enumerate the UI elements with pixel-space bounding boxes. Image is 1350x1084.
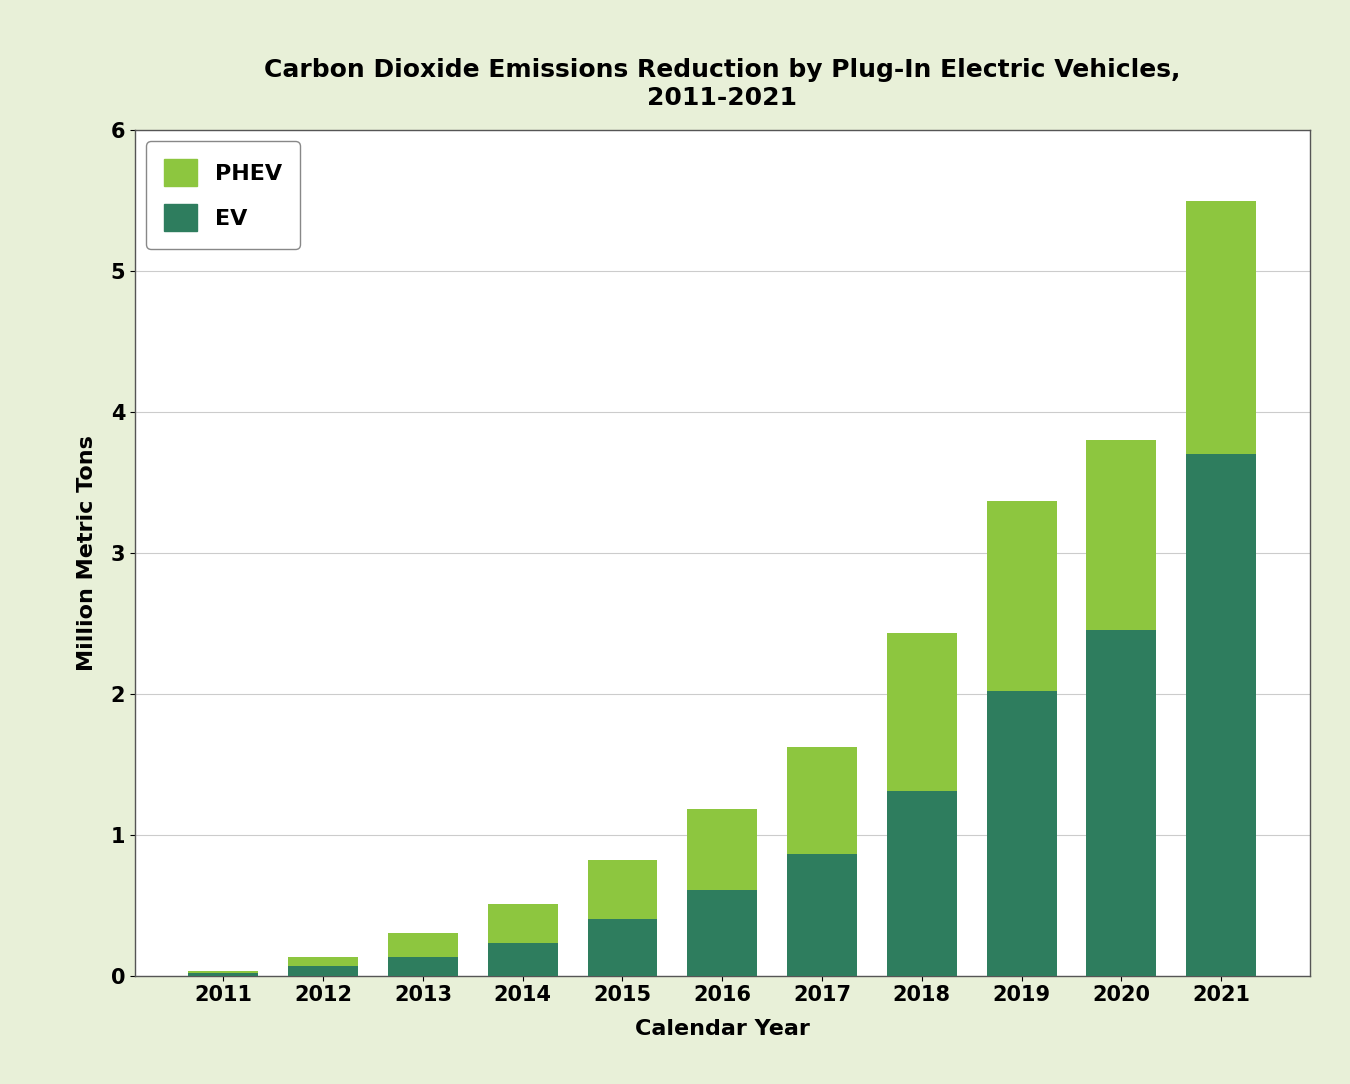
- Bar: [1187, 454, 1256, 976]
- Y-axis label: Million Metric Tons: Million Metric Tons: [77, 435, 97, 671]
- Bar: [587, 860, 657, 919]
- X-axis label: Calendar Year: Calendar Year: [634, 1019, 810, 1040]
- Bar: [387, 933, 458, 957]
- Bar: [887, 791, 957, 976]
- Bar: [387, 957, 458, 976]
- Bar: [1087, 440, 1157, 631]
- Bar: [887, 633, 957, 791]
- Bar: [687, 810, 757, 890]
- Bar: [189, 972, 258, 976]
- Title: Carbon Dioxide Emissions Reduction by Plug-In Electric Vehicles,
2011-2021: Carbon Dioxide Emissions Reduction by Pl…: [265, 59, 1180, 111]
- Bar: [288, 957, 358, 966]
- Bar: [987, 501, 1057, 691]
- Bar: [288, 966, 358, 976]
- Legend: PHEV, EV: PHEV, EV: [146, 141, 300, 248]
- Bar: [587, 919, 657, 976]
- Bar: [787, 747, 857, 854]
- Bar: [487, 943, 558, 976]
- Bar: [687, 890, 757, 976]
- Bar: [487, 904, 558, 943]
- Bar: [987, 691, 1057, 976]
- Bar: [1087, 631, 1157, 976]
- Bar: [787, 854, 857, 976]
- Bar: [1187, 201, 1256, 454]
- Bar: [189, 971, 258, 972]
